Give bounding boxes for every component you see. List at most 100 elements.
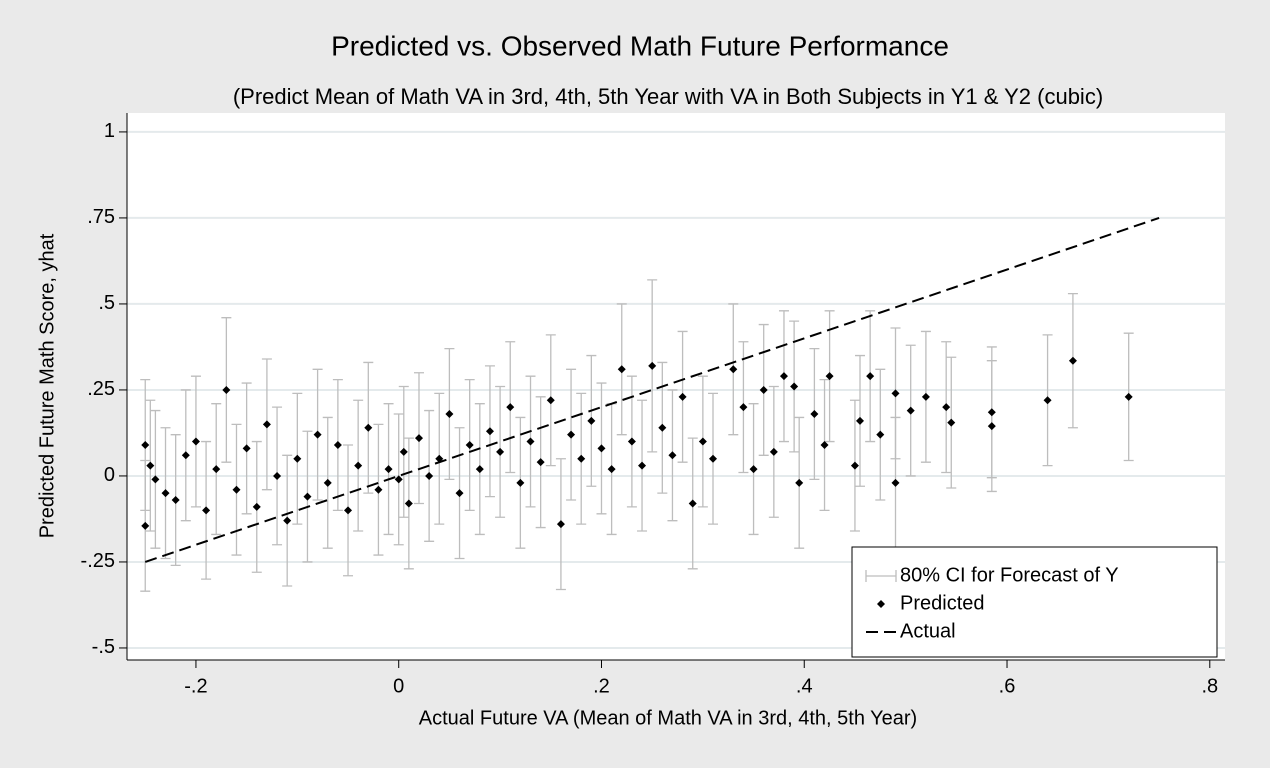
point xyxy=(866,372,875,381)
y-tick-label: -.25 xyxy=(81,550,115,572)
point xyxy=(1043,396,1052,405)
point xyxy=(399,447,408,456)
chart-subtitle: (Predict Mean of Math VA in 3rd, 4th, 5t… xyxy=(233,84,1103,109)
point xyxy=(729,365,738,374)
point xyxy=(475,465,484,474)
point xyxy=(536,458,545,467)
point xyxy=(252,502,261,511)
point xyxy=(795,478,804,487)
point xyxy=(161,489,170,498)
point xyxy=(577,454,586,463)
point xyxy=(384,465,393,474)
point xyxy=(313,430,322,439)
point xyxy=(232,485,241,494)
point xyxy=(151,475,160,484)
point xyxy=(146,461,155,470)
legend xyxy=(851,546,1218,658)
point xyxy=(769,447,778,456)
point xyxy=(906,406,915,415)
y-axis-title: Predicted Future Math Score, yhat xyxy=(36,233,58,538)
point xyxy=(678,392,687,401)
point xyxy=(171,496,180,505)
point xyxy=(323,478,332,487)
point xyxy=(1124,392,1133,401)
point xyxy=(709,454,718,463)
legend-label: Actual xyxy=(900,620,956,642)
y-tick-label: 0 xyxy=(104,464,115,486)
point xyxy=(364,423,373,432)
legend-label: 80% CI for Forecast of Y xyxy=(900,564,1119,586)
point xyxy=(850,461,859,470)
x-tick-label: .6 xyxy=(999,675,1016,697)
point xyxy=(668,451,677,460)
point xyxy=(987,408,996,417)
point xyxy=(607,465,616,474)
point xyxy=(191,437,200,446)
line xyxy=(144,216,1160,563)
point xyxy=(506,403,515,412)
point xyxy=(556,520,565,529)
point xyxy=(790,382,799,391)
x-tick-label: -.2 xyxy=(184,675,207,697)
point xyxy=(516,478,525,487)
x-tick-label: 0 xyxy=(393,675,404,697)
y-tick-label: -.5 xyxy=(92,636,115,658)
point xyxy=(597,444,606,453)
point xyxy=(374,485,383,494)
point xyxy=(587,416,596,425)
point xyxy=(485,427,494,436)
point xyxy=(891,478,900,487)
point xyxy=(344,506,353,515)
point xyxy=(810,410,819,419)
point xyxy=(739,403,748,412)
x-axis-title: Actual Future VA (Mean of Math VA in 3rd… xyxy=(419,707,917,729)
point xyxy=(222,385,231,394)
point xyxy=(202,506,211,515)
point xyxy=(856,416,865,425)
point xyxy=(617,365,626,374)
point xyxy=(567,430,576,439)
point xyxy=(648,361,657,370)
point xyxy=(465,440,474,449)
point xyxy=(414,434,423,443)
point xyxy=(262,420,271,429)
point xyxy=(181,451,190,460)
point xyxy=(496,447,505,456)
legend-label: Predicted xyxy=(900,592,985,614)
point xyxy=(394,475,403,484)
point xyxy=(526,437,535,446)
point xyxy=(759,385,768,394)
y-tick-label: .25 xyxy=(87,378,115,400)
point xyxy=(688,499,697,508)
point xyxy=(354,461,363,470)
point xyxy=(404,499,413,508)
point xyxy=(425,471,434,480)
point xyxy=(942,403,951,412)
point xyxy=(891,389,900,398)
point xyxy=(658,423,667,432)
point xyxy=(749,465,758,474)
point xyxy=(283,516,292,525)
legend-symbol xyxy=(877,600,885,608)
point xyxy=(779,372,788,381)
point xyxy=(627,437,636,446)
point xyxy=(141,440,150,449)
point xyxy=(987,422,996,431)
point xyxy=(293,454,302,463)
point xyxy=(273,471,282,480)
chart-title: Predicted vs. Observed Math Future Perfo… xyxy=(331,30,949,61)
point xyxy=(820,440,829,449)
point xyxy=(698,437,707,446)
point xyxy=(921,392,930,401)
point xyxy=(333,440,342,449)
point xyxy=(455,489,464,498)
y-tick-label: .5 xyxy=(98,292,115,314)
point xyxy=(303,492,312,501)
point xyxy=(546,396,555,405)
x-tick-label: .4 xyxy=(796,675,813,697)
point xyxy=(947,418,956,427)
point xyxy=(638,461,647,470)
point xyxy=(825,372,834,381)
legend-symbol xyxy=(865,570,897,582)
point xyxy=(242,444,251,453)
